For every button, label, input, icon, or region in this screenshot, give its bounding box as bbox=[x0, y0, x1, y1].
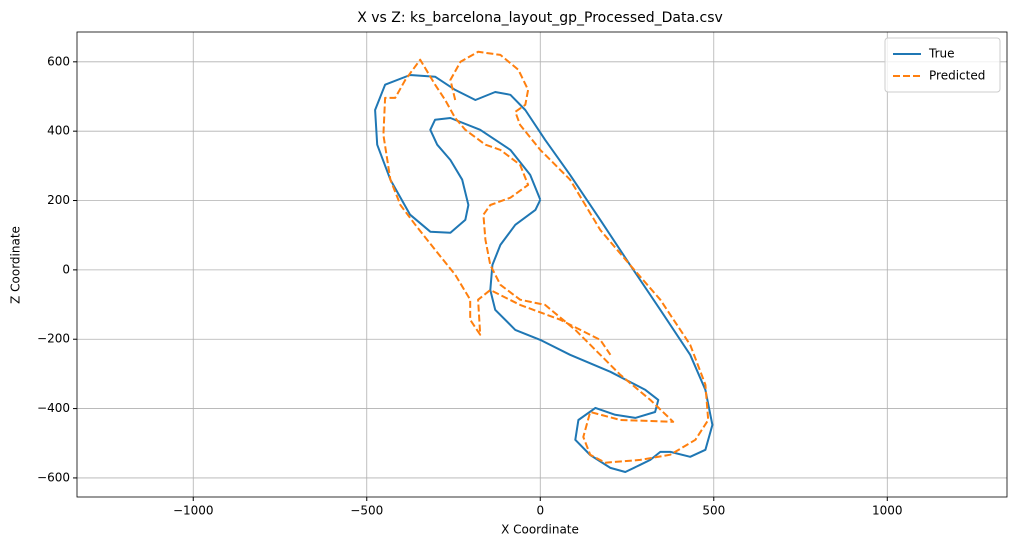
y-tick-label: 0 bbox=[62, 262, 70, 276]
legend-box bbox=[884, 37, 1001, 93]
y-axis-label: Z Coordinate bbox=[9, 226, 23, 304]
data-line bbox=[374, 74, 714, 473]
legend-label: Predicted bbox=[929, 69, 985, 83]
chart-title: X vs Z: ks_barcelona_layout_gp_Processed… bbox=[357, 10, 723, 26]
y-tick-label: 400 bbox=[47, 124, 70, 138]
y-tick-label: 200 bbox=[47, 193, 70, 207]
x-tick-label: −1000 bbox=[173, 504, 214, 518]
y-tick-label: 600 bbox=[47, 54, 70, 68]
legend: True Predicted bbox=[884, 37, 1001, 93]
x-axis-label: X Coordinate bbox=[501, 523, 579, 537]
axes-frame bbox=[76, 31, 1008, 498]
y-tick-label: −400 bbox=[37, 401, 70, 415]
legend-label: True bbox=[928, 47, 955, 61]
x-tick-label: 1000 bbox=[872, 504, 903, 518]
y-tick-label: −600 bbox=[37, 470, 70, 484]
x-tick-label: 0 bbox=[536, 504, 544, 518]
y-tick-label: −200 bbox=[37, 332, 70, 346]
data-line bbox=[382, 50, 710, 464]
x-tick-label: −500 bbox=[350, 504, 383, 518]
x-tick-label: 500 bbox=[702, 504, 725, 518]
